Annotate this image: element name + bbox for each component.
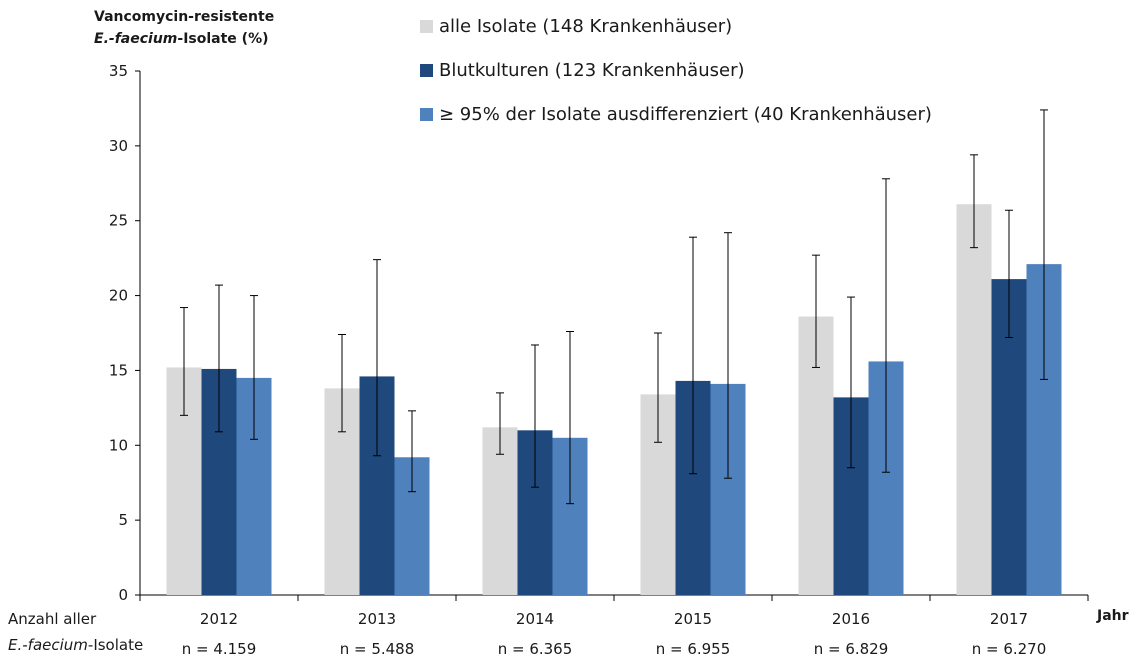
y-tick-label: 5 — [118, 511, 128, 529]
legend-label-blutkulturen: Blutkulturen (123 Krankenhäuser) — [439, 60, 745, 81]
legend-swatch-blutkulturen — [420, 64, 433, 77]
footer-label-rest: -Isolate — [87, 636, 144, 654]
bar-2017-series-1 — [956, 204, 992, 595]
footer-label-line1: Anzahl aller — [8, 610, 97, 628]
y-tick-label: 20 — [109, 287, 128, 305]
y-tick-label: 25 — [109, 212, 128, 230]
legend-label-ausdifferenziert: ≥ 95% der Isolate ausdifferenziert (40 K… — [439, 104, 932, 125]
x-tick-label-2016: 2016 — [832, 610, 870, 628]
y-axis-title: Vancomycin-resistente E.-faecium-Isolate… — [94, 6, 274, 50]
footer-label-line2: E.-faecium-Isolate — [8, 636, 143, 654]
count-label-2016: n = 6.829 — [814, 640, 889, 658]
count-label-2012: n = 4.159 — [182, 640, 257, 658]
legend-swatch-ausdifferenziert — [420, 108, 433, 121]
x-tick-label-2017: 2017 — [990, 610, 1028, 628]
legend-swatch-alle — [420, 20, 433, 33]
legend-item-ausdifferenziert: ≥ 95% der Isolate ausdifferenziert (40 K… — [420, 104, 932, 125]
y-tick-label: 35 — [109, 62, 128, 80]
count-label-2014: n = 6.365 — [498, 640, 573, 658]
legend-item-blutkulturen: Blutkulturen (123 Krankenhäuser) — [420, 60, 745, 81]
x-tick-label-2014: 2014 — [516, 610, 554, 628]
y-tick-label: 15 — [109, 361, 128, 379]
y-tick-label: 0 — [118, 586, 128, 604]
y-axis-title-rest: -Isolate (%) — [177, 31, 269, 47]
count-label-2017: n = 6.270 — [972, 640, 1047, 658]
bar-2014-series-1 — [482, 427, 518, 595]
y-axis-title-italic: E.-faecium — [94, 31, 178, 47]
legend-item-alle: alle Isolate (148 Krankenhäuser) — [420, 16, 732, 37]
x-axis-title: Jahr — [1097, 608, 1129, 624]
y-tick-label: 30 — [109, 137, 128, 155]
y-tick-label: 10 — [109, 436, 128, 454]
y-axis-title-line2: E.-faecium-Isolate (%) — [94, 28, 274, 50]
count-label-2015: n = 6.955 — [656, 640, 731, 658]
count-label-2013: n = 5.488 — [340, 640, 415, 658]
legend-label-alle: alle Isolate (148 Krankenhäuser) — [439, 16, 733, 37]
x-tick-label-2013: 2013 — [358, 610, 396, 628]
y-axis-title-line1: Vancomycin-resistente — [94, 9, 275, 25]
x-tick-label-2012: 2012 — [200, 610, 238, 628]
x-tick-label-2015: 2015 — [674, 610, 712, 628]
footer-label-italic: E.-faecium — [8, 636, 88, 654]
